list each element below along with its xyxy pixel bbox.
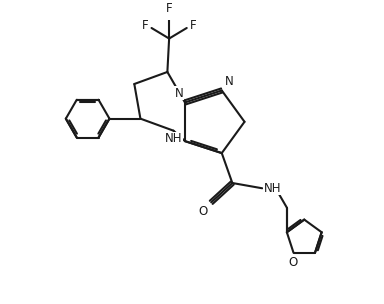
Text: N: N	[225, 75, 233, 88]
Text: O: O	[288, 256, 298, 269]
Text: NH: NH	[264, 182, 281, 195]
Text: F: F	[166, 2, 172, 15]
Text: NH: NH	[165, 133, 182, 145]
Text: N: N	[174, 87, 183, 100]
Text: F: F	[142, 19, 149, 33]
Text: O: O	[199, 205, 208, 218]
Text: F: F	[190, 19, 196, 33]
